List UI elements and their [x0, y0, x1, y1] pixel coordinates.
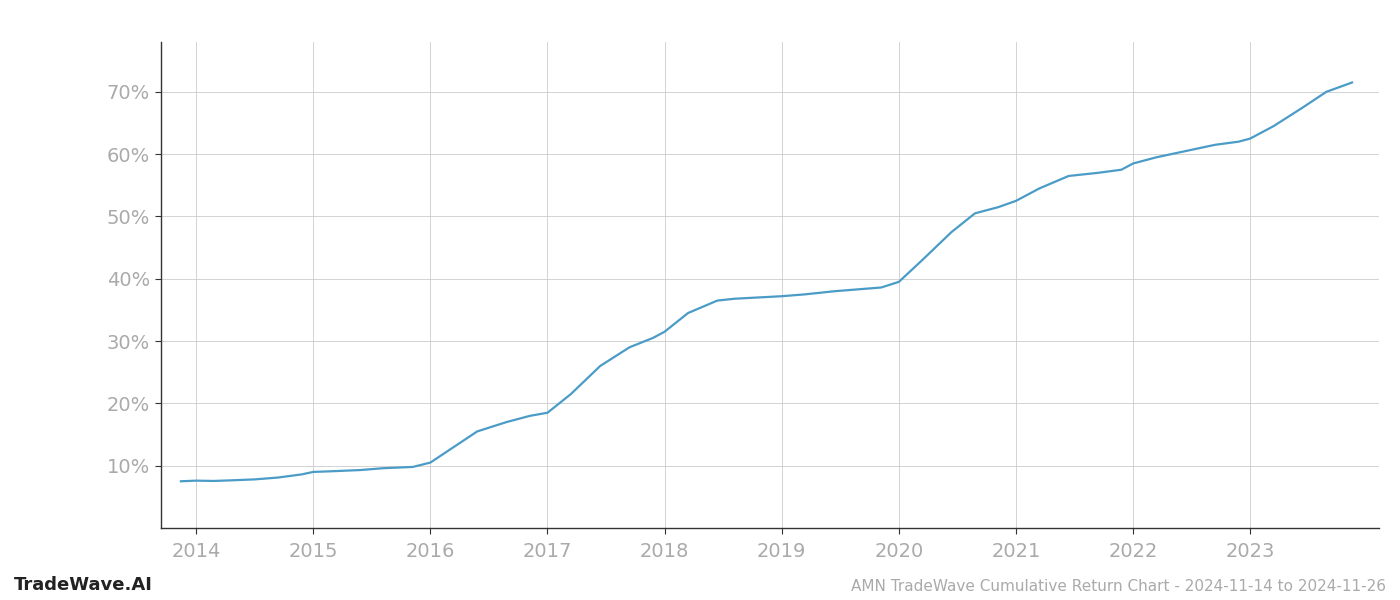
- Text: TradeWave.AI: TradeWave.AI: [14, 576, 153, 594]
- Text: AMN TradeWave Cumulative Return Chart - 2024-11-14 to 2024-11-26: AMN TradeWave Cumulative Return Chart - …: [851, 579, 1386, 594]
